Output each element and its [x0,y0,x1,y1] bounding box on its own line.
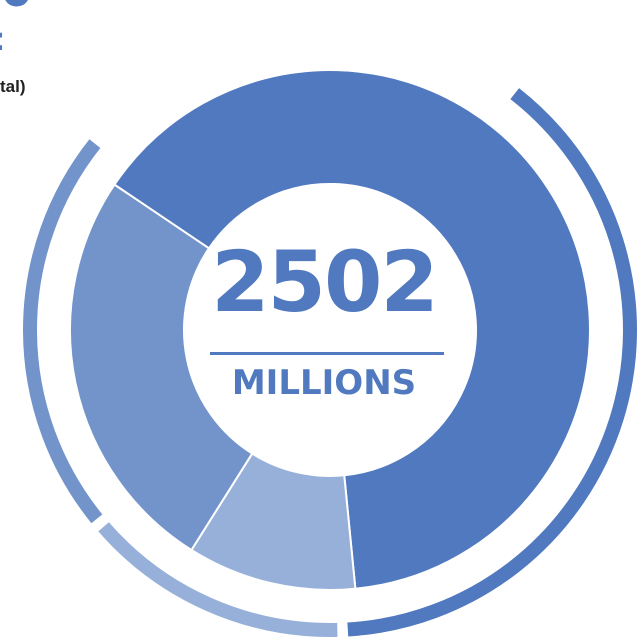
outer-arc-2 [98,522,338,637]
outer-arc-3 [23,139,103,524]
total-value: 2502 [211,233,439,331]
title-partial-heading: 0 [0,0,33,16]
center-divider [210,352,444,355]
outer-ring [23,88,637,637]
outer-arc-1 [347,88,637,637]
total-unit-label: MILLIONS [231,363,417,403]
title-fragment: 0 : tal) [0,0,70,110]
donut-slice-3 [69,183,254,552]
title-partial-caption: tal) [0,77,26,96]
donut-slice-1 [113,69,591,590]
title-partial-subheading: : [0,22,5,56]
donut-slices [69,69,591,591]
